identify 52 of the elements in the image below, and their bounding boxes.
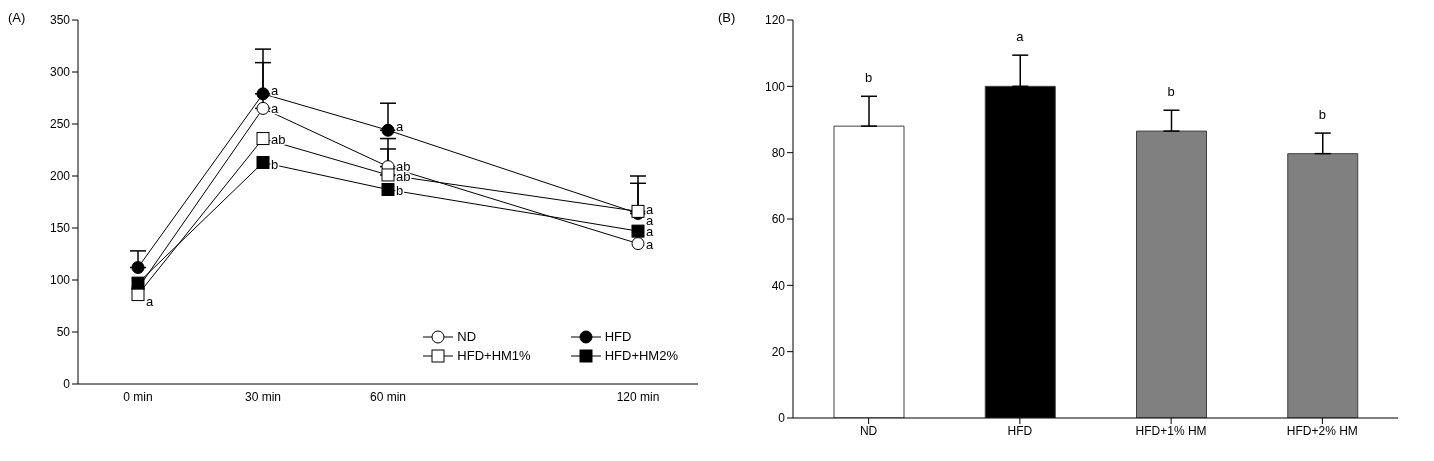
y-tick-label: 0 <box>63 377 71 392</box>
annotation: a <box>396 119 404 135</box>
point <box>381 123 395 137</box>
annotation: a <box>146 293 154 309</box>
point <box>256 132 270 146</box>
chart-title: (A) <box>8 10 26 25</box>
x-tick-label: 0 min <box>123 389 153 404</box>
x-tick-label: HFD <box>1007 423 1033 438</box>
y-tick-label: 350 <box>49 13 71 28</box>
point <box>381 183 395 197</box>
annotation: a <box>271 101 279 117</box>
y-tick-label: 20 <box>771 344 786 359</box>
point <box>131 276 145 290</box>
point <box>131 261 145 275</box>
legend-label: ND <box>457 329 477 344</box>
annotation: b <box>1167 84 1175 100</box>
point <box>381 168 395 182</box>
bar <box>1287 153 1359 418</box>
x-tick-label: ND <box>859 423 878 438</box>
y-tick-label: 250 <box>49 117 71 132</box>
point <box>256 155 270 169</box>
legend-label: HFD <box>604 329 632 344</box>
annotation: a <box>271 82 279 98</box>
legend-label: HFD+HM2% <box>604 348 678 363</box>
y-tick-label: 200 <box>49 169 71 184</box>
x-tick-label: 30 min <box>244 389 282 404</box>
annotation: ab <box>271 131 286 147</box>
annotation: b <box>1318 107 1326 123</box>
y-tick-label: 100 <box>49 273 71 288</box>
bar <box>1136 130 1207 418</box>
point <box>631 224 645 238</box>
y-tick-label: 100 <box>764 79 786 94</box>
y-tick-label: 0 <box>778 411 786 426</box>
y-tick-label: 300 <box>49 65 71 80</box>
y-tick-label: 150 <box>49 221 71 236</box>
y-tick-label: 50 <box>56 325 71 340</box>
x-tick-label: HFD+2% HM <box>1286 423 1358 438</box>
x-tick-label: HFD+1% HM <box>1135 423 1207 438</box>
y-tick-label: 120 <box>764 13 786 28</box>
x-tick-label: 120 min <box>616 389 660 404</box>
annotation: a <box>1016 29 1025 45</box>
y-tick-label: 60 <box>771 212 786 227</box>
chart-title: (B) <box>718 10 736 25</box>
annotation: b <box>865 70 873 86</box>
legend-label: HFD+HM1% <box>457 348 531 363</box>
y-tick-label: 80 <box>771 145 786 160</box>
y-tick-label: 40 <box>771 278 786 293</box>
annotation: a <box>646 202 654 218</box>
point <box>256 101 270 115</box>
x-tick-label: 60 min <box>369 389 407 404</box>
point <box>256 87 270 101</box>
bar <box>833 125 905 418</box>
